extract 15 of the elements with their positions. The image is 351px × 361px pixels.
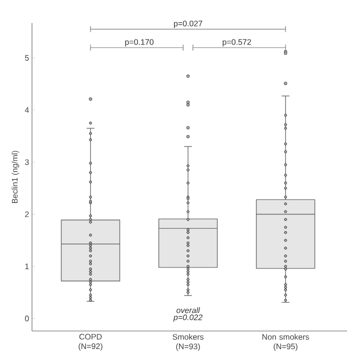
y-tick-label: 2 (25, 211, 29, 218)
y-tick-label: 1 (25, 264, 29, 270)
y-tick-label: 0 (25, 316, 29, 322)
annotation: p=0.170 (125, 39, 154, 46)
annotation: p=0.022 (173, 314, 202, 322)
y-tick-label: 4 (24, 107, 29, 113)
annotation: p=0.572 (222, 39, 251, 46)
y-axis-title: Beclin1 (ng/ml) (12, 150, 20, 204)
x-tick-label: COPD (N=92) (78, 334, 102, 351)
annotation: p=0.027 (174, 20, 202, 28)
x-tick-label: Non smokers (N=95) (262, 334, 310, 351)
x-tick-label: Smokers (N=93) (172, 334, 204, 351)
y-tick-label: 5 (25, 55, 29, 61)
annotation: overall (176, 307, 200, 314)
y-tick-label: 3 (24, 159, 29, 165)
